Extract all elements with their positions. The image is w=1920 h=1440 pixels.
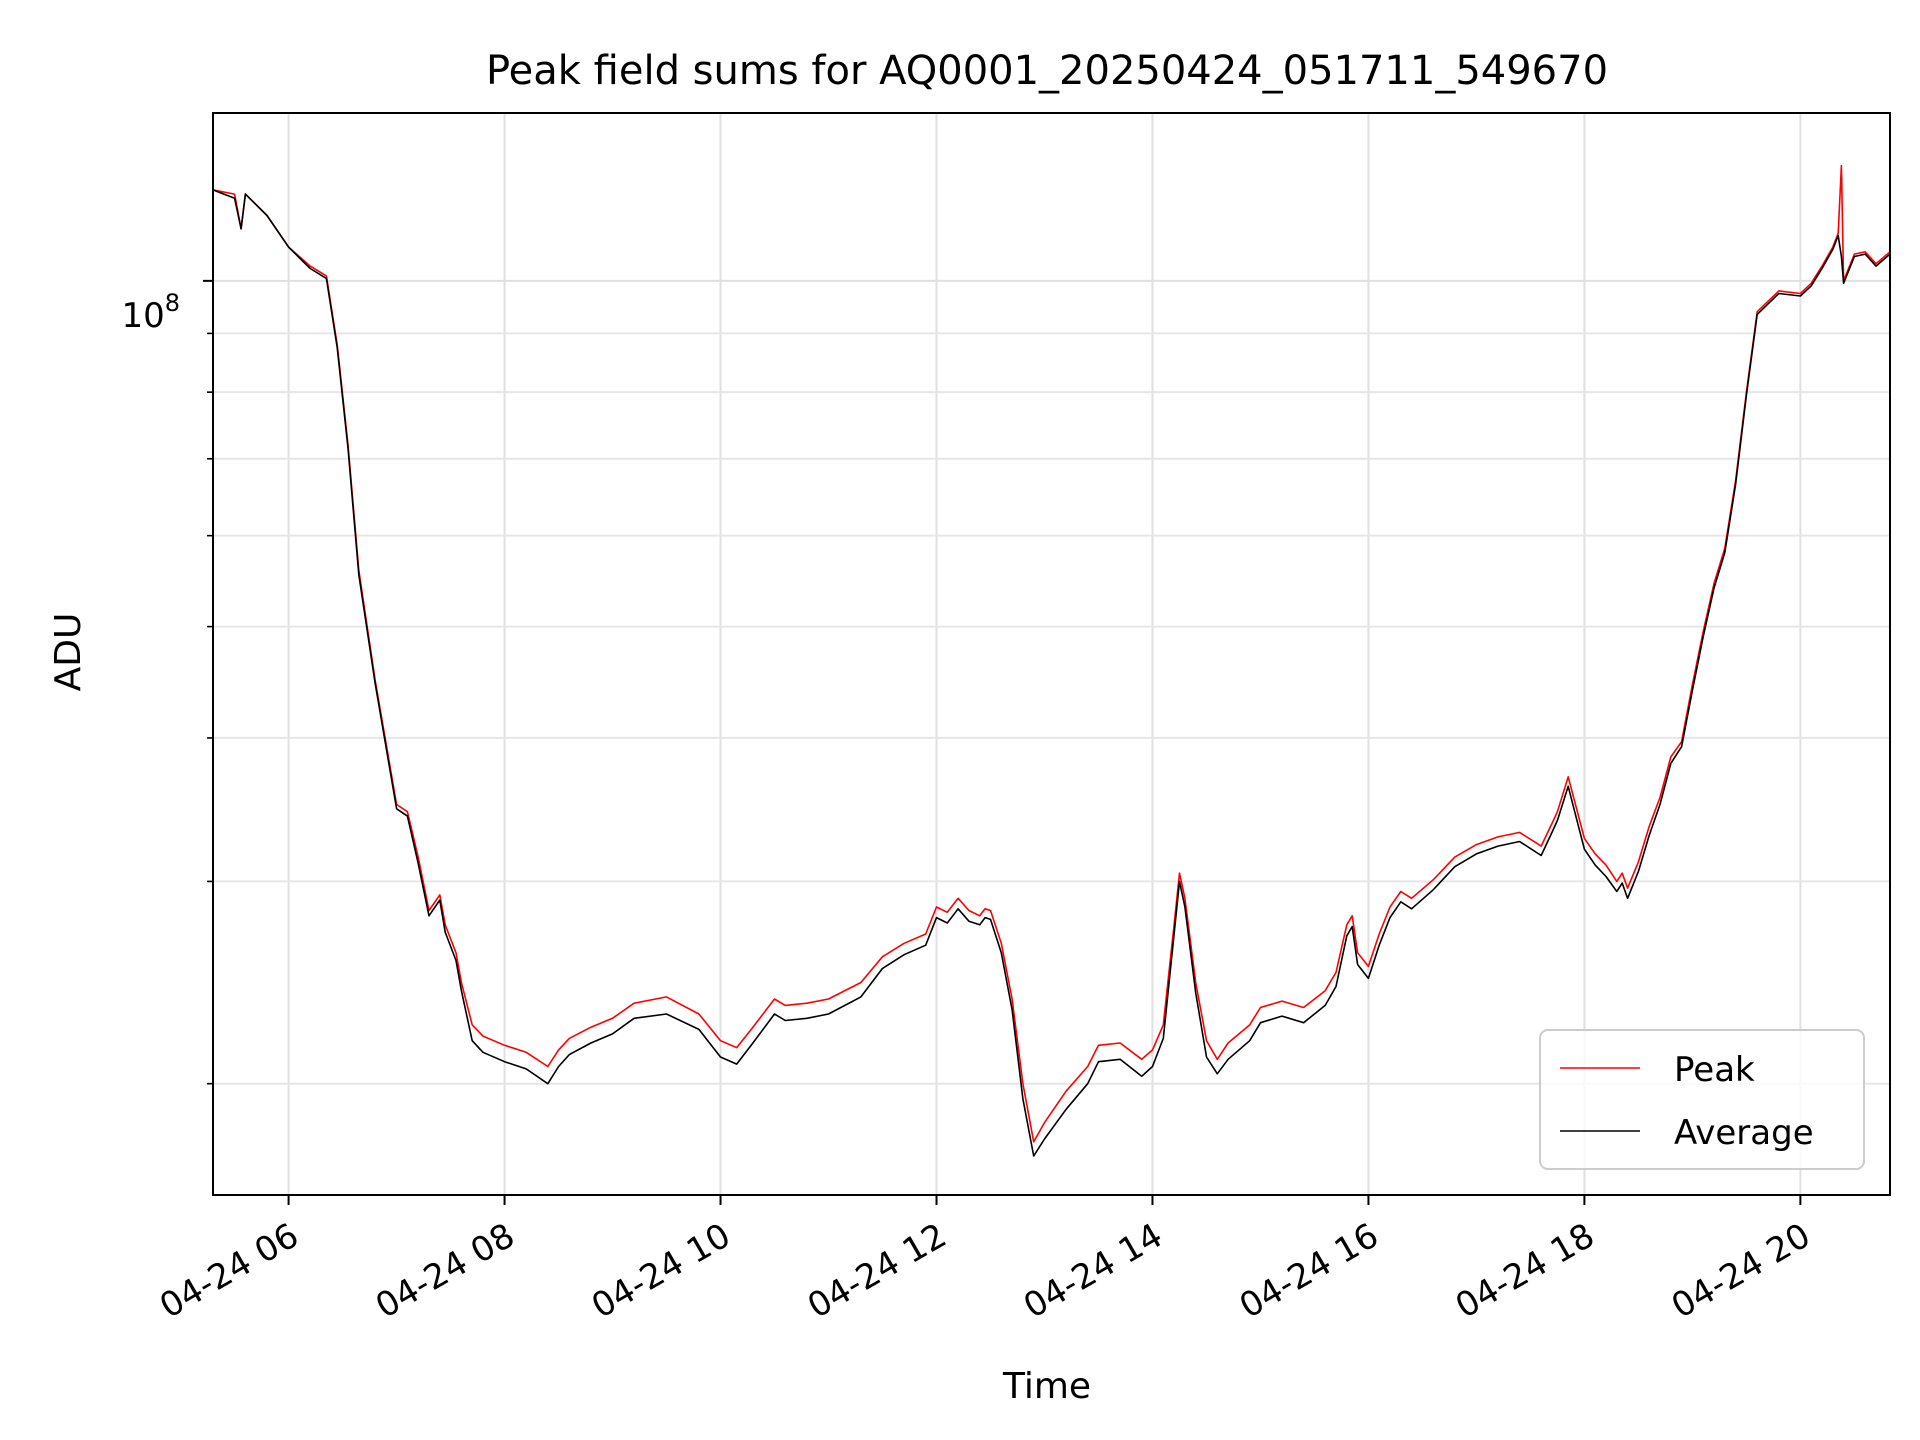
plot-frame: [212, 112, 1891, 1196]
plot-area: [213, 164, 1890, 1157]
legend: Peak Average: [1539, 1029, 1865, 1170]
legend-box: [1539, 1029, 1865, 1170]
y-axis-label: ADU: [48, 613, 89, 692]
series-line-peak: [213, 164, 1890, 1143]
series-line-average: [213, 189, 1890, 1157]
x-axis-label: Time: [1002, 1366, 1091, 1407]
legend-label-peak: Peak: [1674, 1050, 1755, 1090]
y-tick-base: 10: [121, 296, 164, 336]
y-tick-exponent: 8: [165, 289, 180, 317]
legend-label-average: Average: [1674, 1113, 1814, 1153]
y-tick-label-major: 108: [121, 289, 180, 336]
chart-title: Peak field sums for AQ0001_20250424_0517…: [486, 48, 1608, 94]
